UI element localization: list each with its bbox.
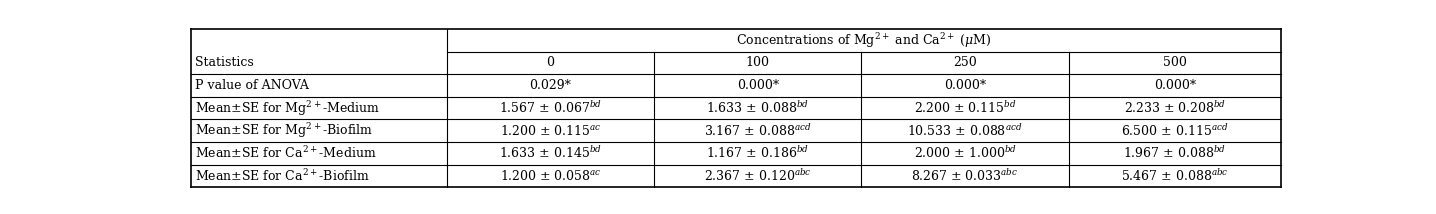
Text: Mean±SE for Ca$^{2+}$-Medium: Mean±SE for Ca$^{2+}$-Medium [195,145,376,161]
Text: 500: 500 [1163,56,1188,69]
Text: 2.200 ± 0.115$^{bd}$: 2.200 ± 0.115$^{bd}$ [913,100,1017,116]
Text: 10.533 ± 0.088$^{acd}$: 10.533 ± 0.088$^{acd}$ [908,123,1022,139]
Text: Statistics: Statistics [195,56,254,69]
Text: 250: 250 [954,56,976,69]
Text: 0.000*: 0.000* [737,79,778,92]
Text: 1.633 ± 0.145$^{bd}$: 1.633 ± 0.145$^{bd}$ [500,145,602,161]
Text: 1.567 ± 0.067$^{bd}$: 1.567 ± 0.067$^{bd}$ [500,100,602,116]
Text: 3.167 ± 0.088$^{acd}$: 3.167 ± 0.088$^{acd}$ [704,123,811,139]
Text: 1.200 ± 0.058$^{ac}$: 1.200 ± 0.058$^{ac}$ [500,169,602,183]
Text: 0.029*: 0.029* [530,79,572,92]
Text: 5.467 ± 0.088$^{abc}$: 5.467 ± 0.088$^{abc}$ [1122,168,1229,184]
Text: 0: 0 [547,56,554,69]
Text: 1.200 ± 0.115$^{ac}$: 1.200 ± 0.115$^{ac}$ [500,124,602,138]
Text: 2.367 ± 0.120$^{abc}$: 2.367 ± 0.120$^{abc}$ [704,168,811,184]
Text: Mean±SE for Mg$^{2+}$-Medium: Mean±SE for Mg$^{2+}$-Medium [195,99,381,117]
Text: Mean±SE for Mg$^{2+}$-Biofilm: Mean±SE for Mg$^{2+}$-Biofilm [195,121,373,140]
Text: 1.167 ± 0.186$^{bd}$: 1.167 ± 0.186$^{bd}$ [707,145,810,161]
Text: 1.633 ± 0.088$^{bd}$: 1.633 ± 0.088$^{bd}$ [707,100,810,116]
Text: 0.000*: 0.000* [1155,79,1196,92]
Text: 8.267 ± 0.033$^{abc}$: 8.267 ± 0.033$^{abc}$ [912,168,1018,184]
Text: 2.233 ± 0.208$^{bd}$: 2.233 ± 0.208$^{bd}$ [1124,100,1226,116]
Text: 6.500 ± 0.115$^{acd}$: 6.500 ± 0.115$^{acd}$ [1122,123,1229,139]
Text: 1.967 ± 0.088$^{bd}$: 1.967 ± 0.088$^{bd}$ [1123,145,1226,161]
Text: Mean±SE for Ca$^{2+}$-Biofilm: Mean±SE for Ca$^{2+}$-Biofilm [195,168,369,184]
Text: 100: 100 [745,56,770,69]
Text: 2.000 ± 1.000$^{bd}$: 2.000 ± 1.000$^{bd}$ [913,145,1017,161]
Text: Concentrations of Mg$^{2+}$ and Ca$^{2+}$ ($\mu$M): Concentrations of Mg$^{2+}$ and Ca$^{2+}… [737,31,992,50]
Text: P value of ANOVA: P value of ANOVA [195,79,309,92]
Text: 0.000*: 0.000* [943,79,987,92]
